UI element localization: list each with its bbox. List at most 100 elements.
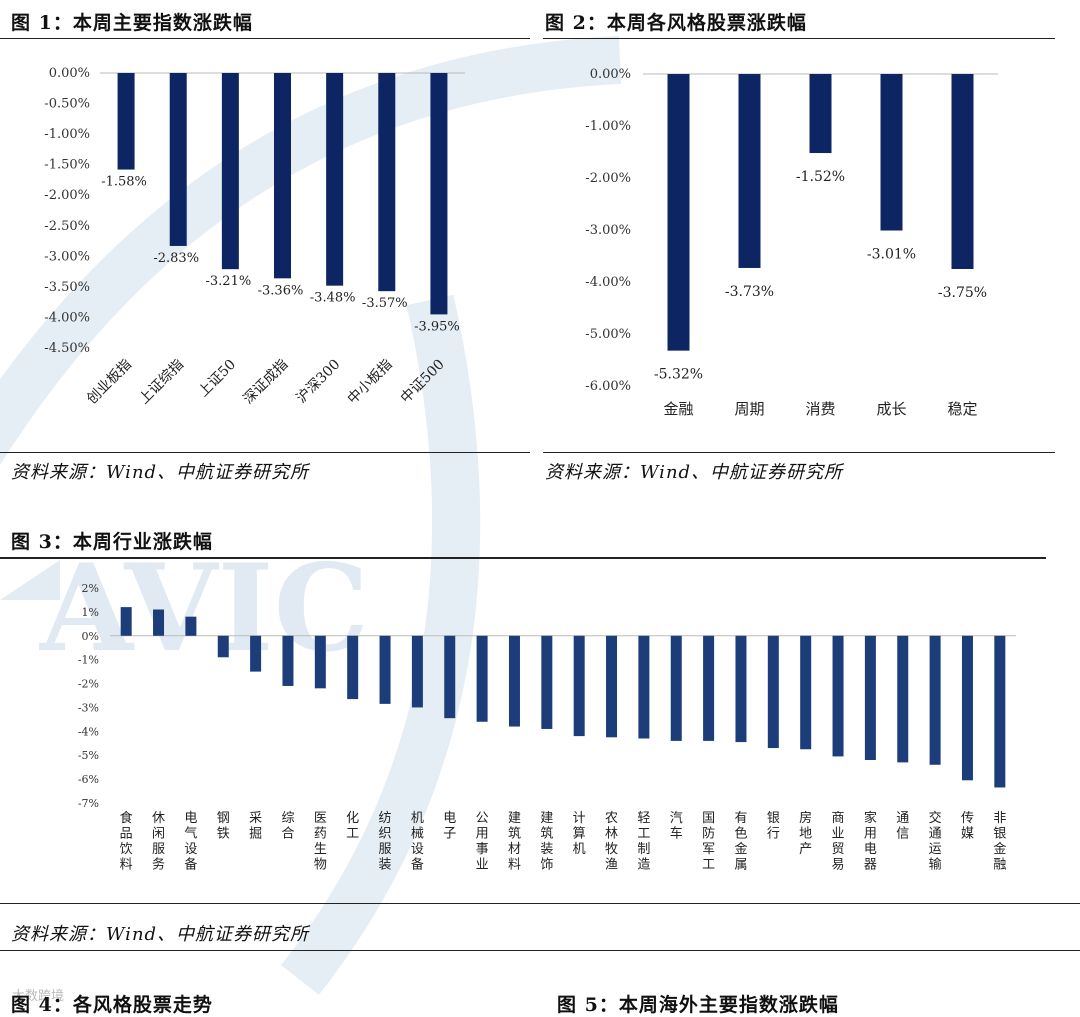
fig1-category-label: 中小板指 [345,357,396,408]
fig1-category-label: 上证综指 [136,357,187,408]
fig1-ytick-label: 0.00% [49,66,90,81]
fig1-ytick-label: -3.00% [44,249,90,264]
fig1-data-label: -3.57% [362,296,408,311]
fig3-top-rule [0,557,1046,559]
fig3-bar [476,635,488,722]
fig3-category-label: 汽车 [670,811,683,842]
fig3-bar [573,635,585,737]
fig3-category-label: 通信 [896,811,909,842]
fig1-data-label: -3.95% [414,319,460,334]
fig2-data-label: -5.32% [654,367,703,383]
fig3-category-label: 轻工制造 [637,811,650,873]
fig3-bar [347,635,359,700]
fig3-bar [185,616,197,636]
fig2-category-label: 金融 [663,400,693,418]
fig1-data-label: -2.83% [153,251,199,266]
fig3-bar [703,635,715,741]
fig1-bar [326,73,344,286]
fig2-ytick-label: -1.00% [585,119,631,134]
fig1-ytick-label: -0.50% [44,97,90,112]
fig1-category-label: 中证500 [398,357,448,407]
fig1-category-label: 深证成指 [240,357,291,408]
fig2-category-label: 消费 [805,400,835,418]
fig3-ytick-label: 2% [82,582,99,595]
fig2-data-label: -3.73% [725,284,774,300]
fig3-category-label: 食品饮料 [120,810,133,873]
fig1-data-label: -3.48% [310,291,356,306]
fig1-bar [221,73,239,270]
fig1-chart: 0.00% -0.50% -1.00% -1.50% -2.00% -2.50% -3.00… [44,66,465,408]
fig3-ytick-label: -3% [78,701,99,714]
fig1-category-label: 上证50 [195,357,239,401]
fig3-category-label: 休闲服务 [152,811,165,873]
fig3-ytick-label: -5% [78,749,99,762]
fig1-ytick-label: -2.50% [44,219,90,234]
fig2-source: 资料来源：Wind、中航证券研究所 [545,462,844,483]
fig2-ytick-label: -2.00% [585,171,631,186]
fig3-ytick-label: -2% [78,678,99,691]
fig1-bar [430,73,448,315]
fig3-category-label: 银行 [767,811,780,842]
fig1-title: 图 1：本周主要指数涨跌幅 [11,12,253,34]
fig3-category-label: 采掘 [249,811,262,842]
fig3-category-label: 机械设备 [411,811,424,873]
fig2-bar [951,74,974,269]
fig2-ytick-label: -5.00% [585,327,631,342]
fig2-data-label: -1.52% [796,169,845,185]
fig3-category-label: 房地产 [799,810,812,857]
fig2-title: 图 2：本周各风格股票涨跌幅 [545,12,807,34]
fig3-ytick-label: -1% [78,654,99,667]
fig1-bar [378,73,396,292]
fig2-data-label: -3.75% [938,285,987,301]
fig3-bar [929,635,941,765]
fig3-category-label: 非银金融 [993,811,1006,873]
fig1-bottom-rule [0,452,530,453]
fig3-source: 资料来源：Wind、中航证券研究所 [11,924,310,945]
fig1-data-label: -3.21% [206,274,252,289]
fig3-category-label: 综合 [281,811,294,842]
fig3-category-label: 电子 [443,811,456,842]
fig3-ytick-label: 0% [82,630,99,643]
fig3-bar [638,635,650,739]
fig3-bar [153,609,165,636]
fig1-data-label: -1.58% [101,175,147,190]
fig1-ytick-label: -1.50% [44,158,90,173]
watermark-brand: 大数跨境 [12,989,65,1004]
fig3-bar [217,635,229,658]
fig2-bar [738,74,761,268]
fig1-source: 资料来源：Wind、中航证券研究所 [11,462,310,483]
fig2-bottom-rule [543,452,1055,453]
fig3-bar [800,635,812,750]
fig3-category-label: 建筑装饰 [540,811,553,873]
fig4-title: 图 4：各风格股票走势 [11,994,213,1016]
fig3-bar [541,635,553,729]
fig3-category-label: 化工 [346,811,359,842]
fig1-ytick-label: -4.50% [44,341,90,356]
fig1-category-label: 创业板指 [84,357,135,408]
fig3-bar [961,635,973,781]
fig1-ytick-label: -1.00% [44,127,90,142]
fig1-bar [274,73,291,279]
fig2-chart: 0.00% -1.00% -2.00% -3.00% -4.00% -5.00% -6.00… [585,67,998,418]
fig5-title: 图 5：本周海外主要指数涨跌幅 [557,994,839,1016]
fig2-data-label: -3.01% [867,247,916,263]
fig1-ytick-label: -3.50% [44,280,90,295]
fig3-bar [120,607,132,636]
fig3-bar [864,635,876,760]
fig2-ytick-label: -6.00% [585,379,631,394]
fig3-bottom-rule [0,903,1080,904]
fig3-ytick-label: -6% [78,773,99,786]
fig3-bar [250,635,262,672]
fig3-category-label: 国防军工 [702,811,715,873]
fig3-bar [508,635,520,727]
fig3-title: 图 3：本周行业涨跌幅 [11,531,213,553]
fig1-bar [169,73,187,246]
fig3-category-label: 农林牧渔 [605,811,618,873]
fig3-bar [411,635,423,708]
fig3-category-label: 交通运输 [929,810,942,873]
fig2-top-rule [543,38,1055,39]
fig3-ytick-label: -7% [78,797,99,810]
fig3-bar [379,635,391,704]
fig3-category-label: 有色金属 [734,811,747,873]
fig3-bar [767,635,779,749]
